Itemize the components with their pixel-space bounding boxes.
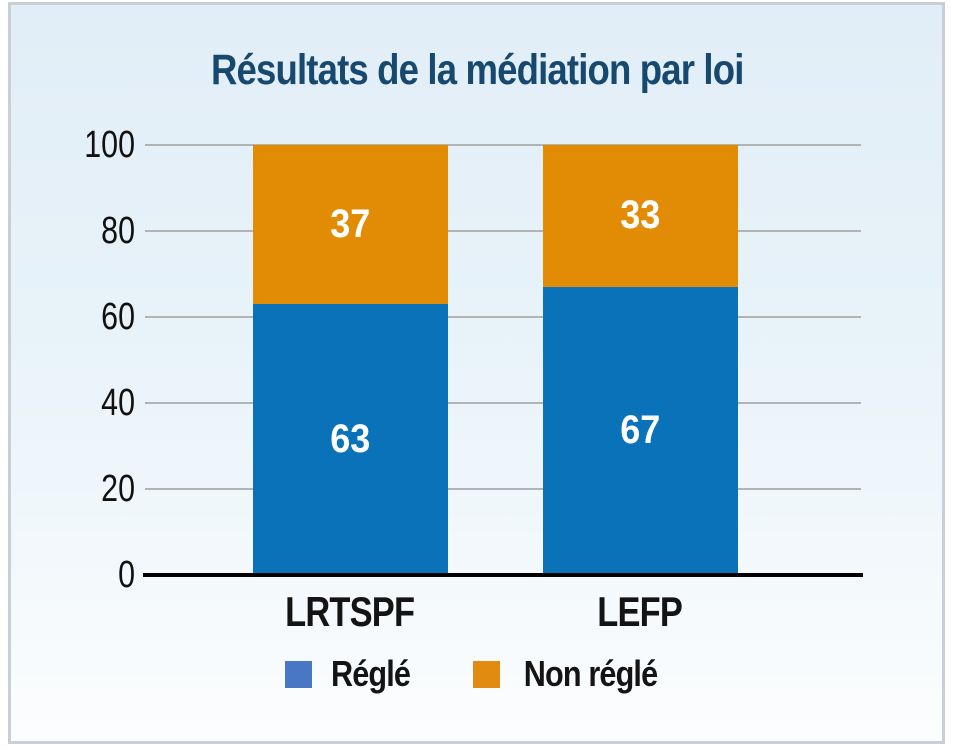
gridline-60 [145, 316, 861, 318]
chart-title-text: Résultats de la médiation par loi [210, 46, 744, 94]
gridline-100 [145, 144, 861, 146]
bar-segment-non-regle: 33 [542, 145, 738, 287]
x-axis-label-LRTSPF: LRTSPF [253, 588, 448, 636]
y-axis-tick-label: 100 [84, 124, 135, 166]
bar-value-label: 33 [619, 193, 661, 238]
bar-value-label: 37 [329, 202, 371, 247]
gridline-40 [145, 402, 861, 404]
bar-segment-regle: 63 [252, 304, 448, 575]
x-axis-line [143, 573, 863, 577]
legend-label-non-regle: Non réglé [523, 653, 658, 694]
legend-item-non-regle: Non réglé [473, 653, 669, 695]
legend-item-regle: Réglé [284, 653, 417, 695]
legend-label-regle: Réglé [330, 653, 411, 694]
legend-swatch-non-regle [473, 660, 500, 688]
bar-value-label: 67 [619, 408, 661, 453]
bar-segment-regle: 67 [542, 286, 738, 575]
gridline-20 [145, 488, 861, 490]
chart-panel [8, 2, 945, 744]
chart-legend: Réglé Non réglé [0, 653, 954, 695]
x-axis-label-text: LRTSPF [285, 588, 415, 635]
y-axis-tick-label: 80 [101, 210, 135, 252]
y-axis-tick-label: 0 [118, 554, 135, 596]
y-axis-tick-label: 40 [101, 382, 135, 424]
bar-segment-non-regle: 37 [252, 145, 448, 305]
y-axis-tick-label: 60 [101, 296, 135, 338]
y-axis-tick-label: 20 [101, 468, 135, 510]
chart-title: Résultats de la médiation par loi [0, 46, 954, 95]
bar-value-label: 63 [329, 417, 371, 462]
legend-swatch-regle [284, 660, 312, 688]
x-axis-label-text: LEFP [597, 588, 684, 635]
x-axis-label-LEFP: LEFP [543, 588, 738, 636]
gridline-80 [145, 230, 861, 232]
